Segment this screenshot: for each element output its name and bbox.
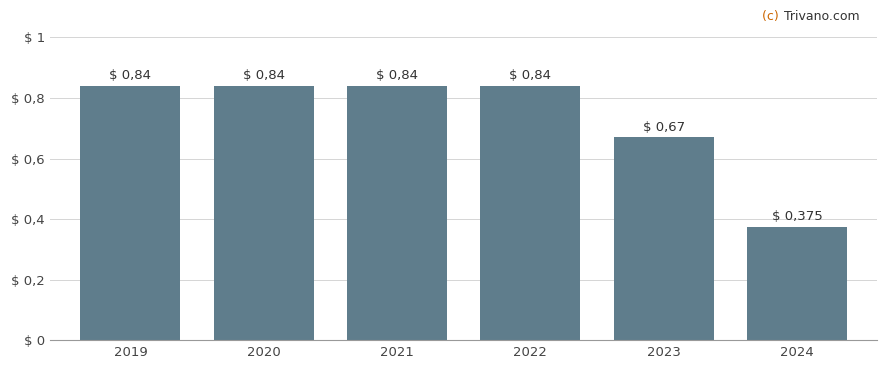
Text: $ 0,67: $ 0,67	[643, 121, 685, 134]
Bar	[480, 86, 580, 340]
Bar	[214, 86, 313, 340]
Text: Trivano.com: Trivano.com	[784, 10, 860, 23]
Bar	[347, 86, 447, 340]
Bar	[747, 227, 847, 340]
Bar	[614, 137, 714, 340]
Text: $ 0,84: $ 0,84	[242, 69, 285, 82]
Text: (c): (c)	[763, 10, 783, 23]
Text: $ 0,84: $ 0,84	[109, 69, 151, 82]
Text: $ 0,375: $ 0,375	[772, 210, 822, 223]
Text: $ 0,84: $ 0,84	[376, 69, 418, 82]
Text: $ 0,84: $ 0,84	[510, 69, 551, 82]
Bar	[81, 86, 180, 340]
